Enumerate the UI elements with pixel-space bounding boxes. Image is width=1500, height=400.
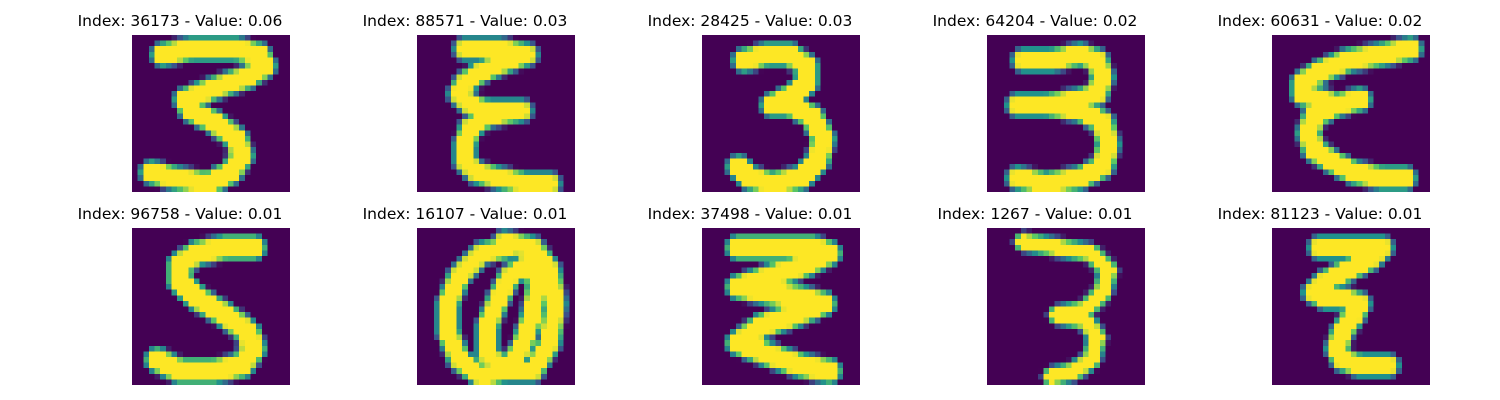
digit-panel-1: Index: 36173 - Value: 0.06 [30,0,330,192]
digit-image [132,35,290,192]
panel-title: Index: 36173 - Value: 0.06 [77,12,283,30]
digit-panel-8: Index: 37498 - Value: 0.01 [600,193,900,385]
panel-title: Index: 88571 - Value: 0.03 [362,12,568,30]
digit-panel-2: Index: 88571 - Value: 0.03 [315,0,615,192]
digit-image [987,228,1145,385]
digit-image [1272,228,1430,385]
digit-image [702,35,860,192]
digit-panel-3: Index: 28425 - Value: 0.03 [600,0,900,192]
panel-title: Index: 64204 - Value: 0.02 [932,12,1138,30]
digit-panel-6: Index: 96758 - Value: 0.01 [30,193,330,385]
digit-panel-9: Index: 1267 - Value: 0.01 [885,193,1185,385]
digit-image [987,35,1145,192]
panel-title: Index: 96758 - Value: 0.01 [77,205,283,223]
digit-image [702,228,860,385]
digit-panel-4: Index: 64204 - Value: 0.02 [885,0,1185,192]
digit-image [417,228,575,385]
panel-title: Index: 81123 - Value: 0.01 [1217,205,1423,223]
panel-title: Index: 28425 - Value: 0.03 [647,12,853,30]
panel-title: Index: 1267 - Value: 0.01 [937,205,1133,223]
digit-image [417,35,575,192]
digit-panel-10: Index: 81123 - Value: 0.01 [1170,193,1470,385]
panel-title: Index: 60631 - Value: 0.02 [1217,12,1423,30]
digit-image [1272,35,1430,192]
digit-image [132,228,290,385]
digit-panel-5: Index: 60631 - Value: 0.02 [1170,0,1470,192]
panel-title: Index: 16107 - Value: 0.01 [362,205,568,223]
panel-title: Index: 37498 - Value: 0.01 [647,205,853,223]
digit-panel-7: Index: 16107 - Value: 0.01 [315,193,615,385]
